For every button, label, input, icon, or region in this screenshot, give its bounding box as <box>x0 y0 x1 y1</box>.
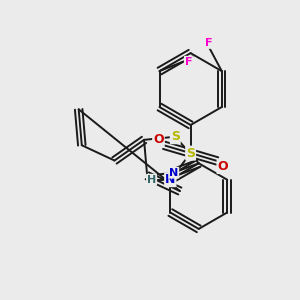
Text: O: O <box>153 133 164 146</box>
Text: H: H <box>147 175 156 185</box>
Text: O: O <box>218 160 228 173</box>
Text: S: S <box>171 130 180 143</box>
Text: S: S <box>186 147 195 160</box>
Text: F: F <box>185 57 192 67</box>
Text: N: N <box>169 168 178 178</box>
Text: N: N <box>165 173 175 186</box>
Text: F: F <box>206 38 213 48</box>
